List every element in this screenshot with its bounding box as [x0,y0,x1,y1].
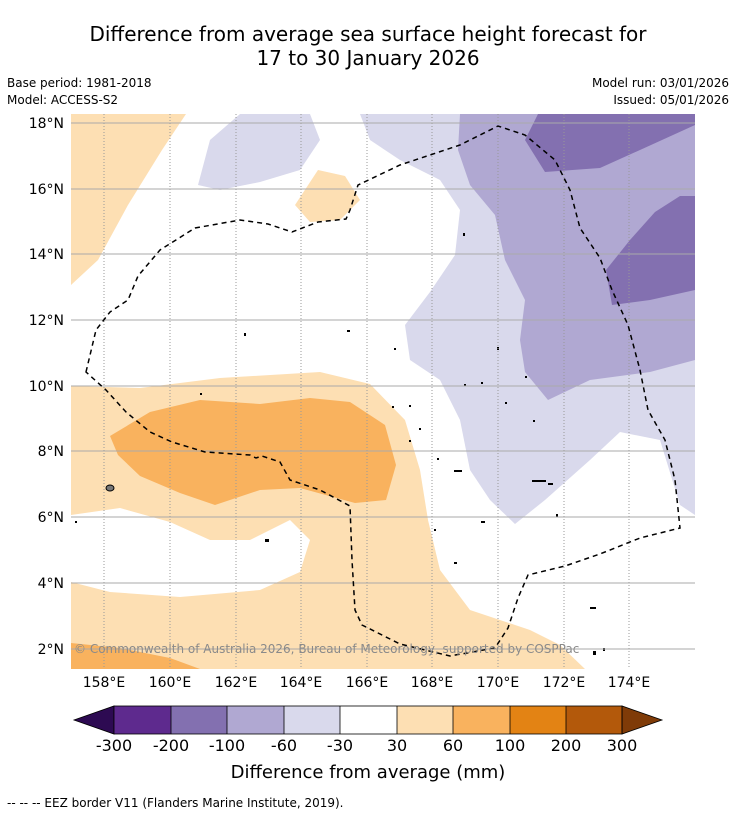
island-marker [105,484,115,492]
colorbar-extend-high [621,705,664,735]
colorbar-bin [566,706,622,734]
lat-label-2n: 2°N [38,642,64,658]
colorbar-tick: 300 [607,736,638,755]
lon-label-164e: 164°E [280,675,323,691]
title-line-1: Difference from average sea surface heig… [89,22,647,46]
colorbar-bin [510,706,566,734]
contour-positive-nw [71,114,186,285]
contour-negative-nw [198,114,320,190]
contour-negative-strong-north [525,114,695,172]
lon-label-158e: 158°E [83,675,126,691]
meta-left: Base period: 1981-2018 Model: ACCESS-S2 [7,75,152,109]
contour-positive-small-island-area [295,170,360,222]
lon-axis-labels: 158°E 160°E 162°E 164°E 166°E 168°E 170°… [83,675,651,691]
lat-axis-labels: 18°N 16°N 14°N 12°N 10°N 8°N 6°N 4°N 2°N [29,116,64,658]
lat-label-12n: 12°N [29,313,64,329]
graticule-lat [71,122,695,650]
colorbar-bin [114,706,171,734]
colorbar: -300 -200 -100 -60 -30 30 60 100 200 300… [72,705,664,783]
lon-label-170e: 170°E [477,675,520,691]
lat-label-8n: 8°N [38,444,64,460]
colorbar-bin [340,706,397,734]
chart-title: Difference from average sea surface heig… [0,22,736,70]
colorbar-tick: -100 [209,736,245,755]
title-line-2: 17 to 30 January 2026 [256,46,480,70]
colorbar-tick: -200 [153,736,189,755]
colorbar-bin [171,706,227,734]
lon-label-168e: 168°E [411,675,454,691]
eez-footnote: -- -- -- EEZ border V11 (Flanders Marine… [7,796,344,810]
base-period: Base period: 1981-2018 [7,76,152,90]
colorbar-label: Difference from average (mm) [231,762,506,783]
colorbar-tick: 60 [443,736,463,755]
contour-negative-strong-east [606,196,695,305]
copyright-notice: © Commonwealth of Australia 2026, Bureau… [74,642,579,656]
lon-label-172e: 172°E [543,675,586,691]
colorbar-dividers [170,706,567,734]
colorbar-tick: -300 [96,736,132,755]
lon-label-174e: 174°E [608,675,651,691]
lat-label-16n: 16°N [29,182,64,198]
lon-label-160e: 160°E [149,675,192,691]
colorbar-bin [227,706,284,734]
colorbar-tick: -30 [327,736,353,755]
map-area: © Commonwealth of Australia 2026, Bureau… [71,114,695,669]
lat-label-10n: 10°N [29,379,64,395]
colorbar-bin [453,706,510,734]
colorbar-bin [397,706,453,734]
lon-label-166e: 166°E [346,675,389,691]
colorbar-frame [113,705,623,735]
contour-negative-moderate [458,114,695,400]
model-run: Model run: 03/01/2026 [591,76,729,90]
colorbar-ticks: -300 -200 -100 -60 -30 30 60 100 200 300 [96,736,637,755]
colorbar-tick: -60 [271,736,297,755]
meta-right: Model run: 03/01/2026 Issued: 05/01/2026 [592,75,729,109]
issued-date: Issued: 05/01/2026 [613,93,729,107]
lon-label-162e: 162°E [215,675,258,691]
lat-label-6n: 6°N [38,510,64,526]
colorbar-tick: 200 [551,736,582,755]
colorbar-bin [284,706,340,734]
graticule [103,114,630,669]
lat-label-18n: 18°N [29,116,64,132]
colorbar-tick: 100 [495,736,526,755]
colorbar-tick: 30 [387,736,407,755]
colorbar-extend-low [72,705,115,735]
lat-label-4n: 4°N [38,576,64,592]
model-name: Model: ACCESS-S2 [7,93,119,107]
lat-label-14n: 14°N [29,247,64,263]
